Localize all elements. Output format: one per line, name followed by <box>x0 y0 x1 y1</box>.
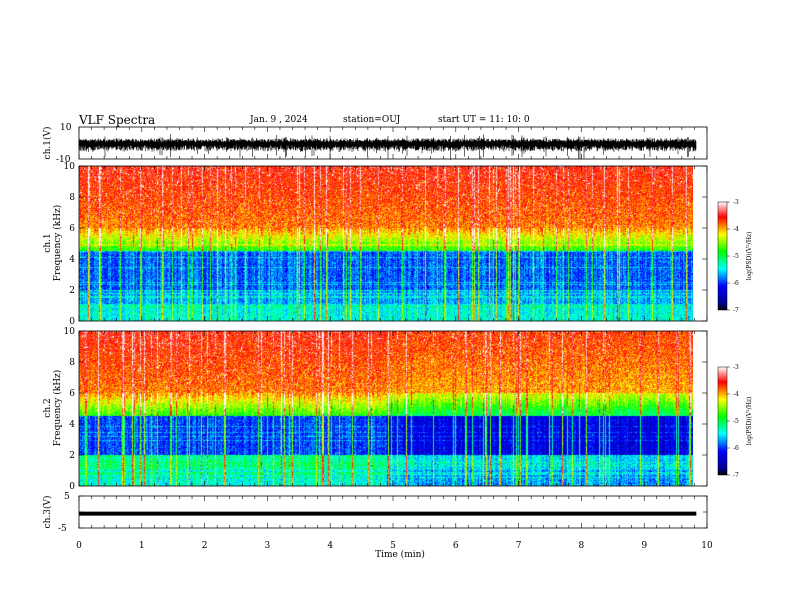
time-axis-tick-label: 8 <box>579 541 585 551</box>
spectrogram-ch2-xticks <box>78 331 708 486</box>
y-tick-label: 0 <box>69 317 75 327</box>
spectrogram-ch1-yticks: 0 2 4 6 8 10 <box>64 162 707 327</box>
time-axis-tick-labels: 0 1 2 3 4 5 6 7 8 9 10 <box>76 541 713 551</box>
y-tick-label: 10 <box>64 162 76 172</box>
spectrogram-ch2-ylabel: Frequency (kHz) <box>52 370 63 447</box>
y-tick-label: 0 <box>69 482 75 492</box>
waveform-ch1-panel: 10 -10 ch.1(V) <box>42 123 708 165</box>
y-tick-label: 4 <box>69 420 75 430</box>
header-date: Jan. 9 , 2024 <box>250 115 308 125</box>
colorbar-tick-label: -3 <box>733 199 739 206</box>
spectrogram-ch1-xticks <box>78 166 708 321</box>
colorbar-ch1-label: log(PSD)(V²/Hz) <box>746 232 753 281</box>
waveform-ch3-ylabel: ch.3(V) <box>42 496 53 529</box>
colorbar-tick-label: -5 <box>733 418 739 425</box>
spectrogram-ch2-yticks: 0 2 4 6 8 10 <box>64 327 707 492</box>
time-axis-tick-label: 2 <box>202 541 208 551</box>
waveform-ch1-xticks <box>78 127 708 159</box>
colorbar-tick-label: -4 <box>733 391 739 398</box>
spectrogram-ch1-image <box>79 166 693 321</box>
header-start-time: start UT = 11: 10: 0 <box>438 115 530 125</box>
y-tick-label: 2 <box>69 451 75 461</box>
spectrogram-ch2-panel: 0 2 4 6 8 10 ch.2 Frequency (kHz) -3 -4 -5 -6 -7 … <box>43 327 753 492</box>
colorbar-ch1-ticks: -3 -4 -5 -6 -7 <box>727 199 739 314</box>
waveform-ch1-ytick-bottom: -10 <box>56 155 71 165</box>
spectrogram-ch1-panel: 0 2 4 6 8 10 ch.1 Frequency (kHz) -3 -4 -5 -6 -7 … <box>43 162 753 327</box>
colorbar-ch2-label: log(PSD)(V²/Hz) <box>746 397 753 446</box>
waveform-ch1-ytick-top: 10 <box>60 123 72 133</box>
colorbar-tick-label: -7 <box>733 307 739 314</box>
colorbar-tick-label: -5 <box>733 253 739 260</box>
time-axis-tick-label: 7 <box>516 541 522 551</box>
spectrogram-ch1-channel-label: ch.1 <box>43 233 53 252</box>
time-axis-tick-label: 4 <box>327 541 333 551</box>
time-axis-tick-label: 1 <box>139 541 145 551</box>
waveform-ch3-ytick-top: 5 <box>64 492 70 502</box>
y-tick-label: 6 <box>69 389 75 399</box>
colorbar-tick-label: -6 <box>733 280 739 287</box>
time-axis-tick-label: 0 <box>76 541 82 551</box>
colorbar-ch1: -3 -4 -5 -6 -7 log(PSD)(V²/Hz) <box>717 199 753 314</box>
waveform-ch1-ylabel: ch.1(V) <box>42 127 53 160</box>
y-tick-label: 8 <box>69 193 75 203</box>
y-tick-label: 10 <box>64 327 76 337</box>
header-station: station=OUJ <box>343 115 401 125</box>
figure-title: VLF Spectra <box>79 113 156 127</box>
time-axis-label: Time (min) <box>375 549 425 560</box>
time-axis-tick-label: 3 <box>265 541 271 551</box>
colorbar-tick-label: -7 <box>733 472 739 479</box>
time-axis-tick-label: 10 <box>701 541 713 551</box>
colorbar-ch2-ticks: -3 -4 -5 -6 -7 <box>727 364 739 479</box>
colorbar-tick-label: -3 <box>733 364 739 371</box>
waveform-ch3-xticks <box>78 496 708 528</box>
colorbar-ch2: -3 -4 -5 -6 -7 log(PSD)(V²/Hz) <box>717 364 753 479</box>
time-axis-tick-label: 6 <box>453 541 459 551</box>
time-axis-tick-label: 5 <box>390 541 396 551</box>
waveform-ch3-panel: 5 -5 ch.3(V) <box>42 492 708 534</box>
spectrogram-ch2-image <box>79 331 693 486</box>
colorbar-tick-label: -4 <box>733 226 739 233</box>
y-tick-label: 2 <box>69 286 75 296</box>
colorbar-tick-label: -6 <box>733 445 739 452</box>
time-axis-tick-label: 9 <box>641 541 647 551</box>
spectrogram-ch1-ylabel: Frequency (kHz) <box>52 205 63 282</box>
spectrogram-ch2-channel-label: ch.2 <box>43 398 53 417</box>
waveform-ch3-ytick-bottom: -5 <box>58 524 67 534</box>
y-tick-label: 6 <box>69 224 75 234</box>
y-tick-label: 8 <box>69 358 75 368</box>
y-tick-label: 4 <box>69 255 75 265</box>
